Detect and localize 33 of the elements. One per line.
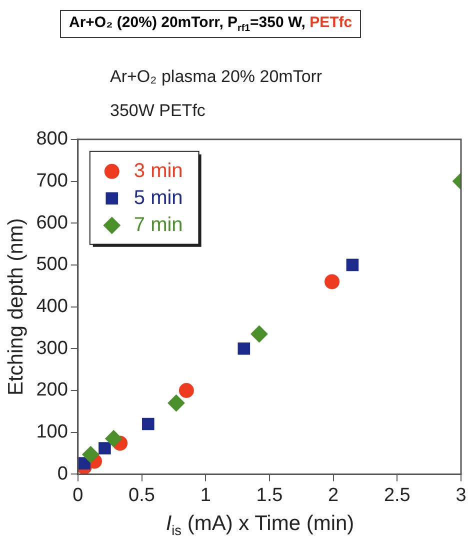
point	[142, 418, 154, 430]
legend-label: 3 min	[134, 160, 183, 182]
x-tick-label: 0	[72, 484, 84, 506]
y-tick-label: 300	[36, 338, 68, 359]
y-tick-label: 400	[36, 296, 68, 318]
y-tick-label: 700	[36, 170, 68, 192]
y-tick-label: 600	[36, 212, 68, 234]
x-axis-title: I$_{is}$ (mA) x Time (min)	[164, 512, 356, 538]
x-tick-label: 1	[200, 484, 211, 506]
point	[238, 342, 250, 355]
point	[105, 430, 122, 448]
x-tick-label: 1.5	[256, 484, 283, 506]
x-tick-label: 0.5	[128, 484, 155, 506]
x-tick-label: 2.5	[384, 484, 410, 506]
point	[178, 383, 194, 398]
x-tick-label: 3	[456, 484, 466, 506]
legend-label: 5 min	[134, 186, 183, 209]
point	[250, 326, 268, 343]
point	[324, 274, 340, 290]
x-tick-label: 2	[328, 484, 339, 506]
y-tick-label: 500	[36, 254, 68, 276]
point	[98, 442, 111, 454]
y-axis-title: Etching depth (nm)	[4, 218, 28, 396]
y-tick-label: 800	[36, 128, 68, 150]
y-tick-label: 200	[36, 380, 68, 401]
point	[346, 258, 359, 272]
y-tick-label: 100	[36, 422, 68, 443]
point	[82, 446, 100, 464]
chart-subtitle: Ar+O₂ plasma 20% 20mTorr 350W PETfc	[110, 66, 322, 122]
point	[168, 394, 185, 412]
legend-label: 7 min	[134, 214, 183, 236]
y-tick-label: 0	[57, 463, 68, 484]
chart-title: Ar+O₂ (20%) 20mTorr, P$_{rf1}$=350 W, PETfc	[60, 10, 362, 38]
